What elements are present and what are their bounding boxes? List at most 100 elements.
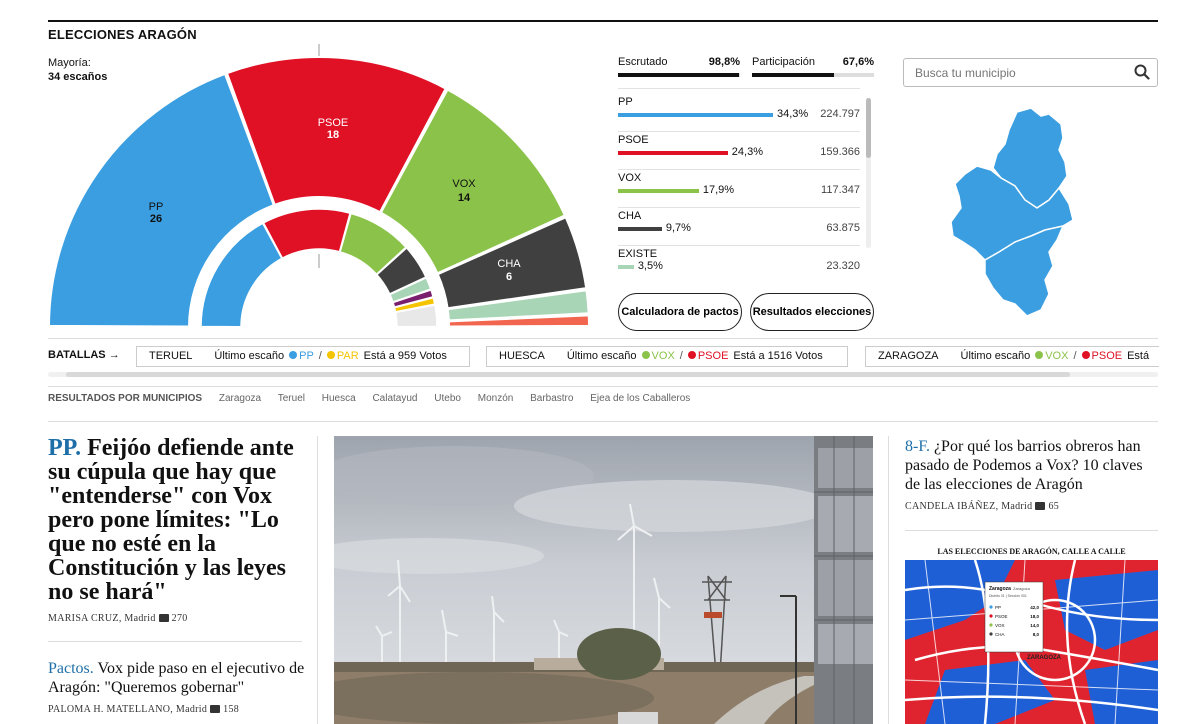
news-headline-2[interactable]: Pactos. Vox pide paso en el ejecutivo de… [48,659,308,697]
inner-arc-psoe[interactable] [262,208,351,260]
comment-icon [210,705,221,713]
majority-value: 34 escaños [48,71,108,83]
news-comments[interactable]: 270 [171,613,188,624]
result-row-vox[interactable]: VOX 17,9% 117.347 [618,170,860,208]
battle-slash: / [318,350,322,362]
seat-label-psoe: PSOE [318,117,349,129]
majority-info: Mayoría: 34 escaños [48,56,107,84]
party-dot [641,351,650,359]
popup-subtitle: Distrito 01 | Sección 001 [989,594,1027,598]
results-scroll-thumb[interactable] [866,98,871,158]
result-bar [618,265,634,269]
news-photo-wind-farm[interactable] [334,436,873,724]
map-thumbnail[interactable]: LAS ELECCIONES DE ARAGÓN, CALLE A CALLE … [905,543,1158,724]
result-pct: 34,3% [777,108,809,120]
municipio-link[interactable]: Ejea de los Caballeros [590,393,691,404]
municipio-link[interactable]: Teruel [277,393,305,404]
result-party: PSOE [618,134,649,146]
news-kicker: 8-F. [905,438,930,455]
municipio-link[interactable]: Monzón [477,393,514,404]
news-author[interactable]: Paloma H. Matellano [48,704,171,715]
battle-diff: Está a 959 Votos [363,350,447,362]
news-comments[interactable]: 158 [223,704,240,715]
result-bar [618,113,773,117]
result-bar [618,189,699,193]
column-divider [317,436,318,724]
result-bar [618,227,662,231]
municipio-link[interactable]: Calatayud [372,393,418,404]
news-byline-2: Paloma H. Matellano, Madrid 158 [48,704,239,715]
result-votes: 224.797 [820,108,860,120]
battle-teruel[interactable]: TERUEL Último escaño PP / PAR Está a 959 Voto… [136,346,470,367]
result-party: EXISTE [618,248,658,260]
battles-scroll-thumb[interactable] [66,372,1070,377]
party-dot [687,351,696,359]
news-author[interactable]: Candela Ibáñez [905,501,996,512]
seat-count-psoe: 18 [327,129,339,141]
hemicycle-inner [200,208,438,328]
news-kicker: Pactos. [48,660,94,677]
municipio-link[interactable]: Huesca [321,393,356,404]
popup-value: 8,0 [1033,632,1040,637]
search-icon[interactable] [1134,64,1150,80]
result-votes: 63.875 [826,222,860,234]
result-bar [618,151,728,155]
result-pct: 17,9% [702,184,735,196]
result-row-existe[interactable]: EXISTE 3,5% 23.320 [618,246,860,284]
battle-place: TERUEL [149,350,193,362]
batallas-label: BATALLAS → [48,349,120,361]
news-rule [48,641,302,642]
comment-icon [158,614,169,622]
participacion-bar [752,73,835,77]
result-party: PP [618,96,633,108]
hemicycle-outer [48,56,591,328]
municipio-link[interactable]: Zaragoza [218,393,262,404]
municipio-link[interactable]: Barbastro [530,393,574,404]
inner-arc-vox[interactable] [339,212,408,276]
news-place: , Madrid [995,501,1033,512]
escrutado-value: 98,8% [708,56,740,68]
news-author[interactable]: Marisa Cruz [48,613,119,624]
escrutado-bar [618,73,739,77]
seat-label-cha: CHA [497,258,521,270]
results-top-rule [618,88,860,89]
news-comments[interactable]: 65 [1048,501,1060,512]
aragon-map[interactable] [945,104,1085,320]
inner-arc-rest[interactable] [394,304,438,328]
munis-top-rule [48,386,1158,387]
popup-value: 18,0 [1030,614,1039,619]
seat-label-pp: PP [149,201,164,213]
resultados-elecciones-button[interactable]: Resultados elecciones [750,293,874,331]
inner-arc-pp[interactable] [200,222,283,328]
party-dot [326,351,335,359]
result-party: VOX [618,172,642,184]
participacion-value: 67,6% [842,56,874,68]
party-dot [289,351,298,359]
news-byline-1: Marisa Cruz, Madrid 270 [48,613,188,624]
battle-zaragoza[interactable]: ZARAGOZA Último escaño VOX / PSOE Está [865,346,1159,367]
street-map: Zaragoza Zaragoza Distrito 01 | Sección … [905,560,1158,724]
battle-party-a: PP [299,350,314,362]
municipio-link[interactable]: Utebo [434,393,461,404]
battle-huesca[interactable]: HUESCA Último escaño VOX / PSOE Está a 1516 V… [486,346,848,367]
municipio-search-input[interactable] [903,58,1158,87]
news-title: Vox pide paso en el ejecutivo de Aragón:… [48,660,305,696]
news-headline-3[interactable]: 8-F. ¿Por qué los barrios obreros han pa… [905,437,1160,494]
seat-count-pp: 26 [150,213,162,225]
news-kicker: PP. [48,435,82,461]
popup-party: CHA [995,632,1005,637]
news-byline-3: Candela Ibáñez, Madrid 65 [905,501,1059,512]
result-row-cha[interactable]: CHA 9,7% 63.875 [618,208,860,246]
top-rule [48,20,1158,22]
result-pct: 3,5% [637,260,663,272]
result-row-psoe[interactable]: PSOE 24,3% 159.366 [618,132,860,170]
battle-ultimo: Último escaño [566,350,637,362]
result-row-pp[interactable]: PP 34,3% 224.797 [618,94,860,132]
map-teruel[interactable] [984,224,1065,317]
news-title: ¿Por qué los barrios obreros han pasado … [905,438,1143,493]
popup-party: PSOE [995,614,1008,619]
calculadora-pactos-button[interactable]: Calculadora de pactos [618,293,742,331]
result-pct: 9,7% [665,222,691,234]
results-scrollbar[interactable] [866,98,871,248]
news-headline-1[interactable]: PP. Feijóo defiende ante su cúpula que h… [48,436,308,604]
